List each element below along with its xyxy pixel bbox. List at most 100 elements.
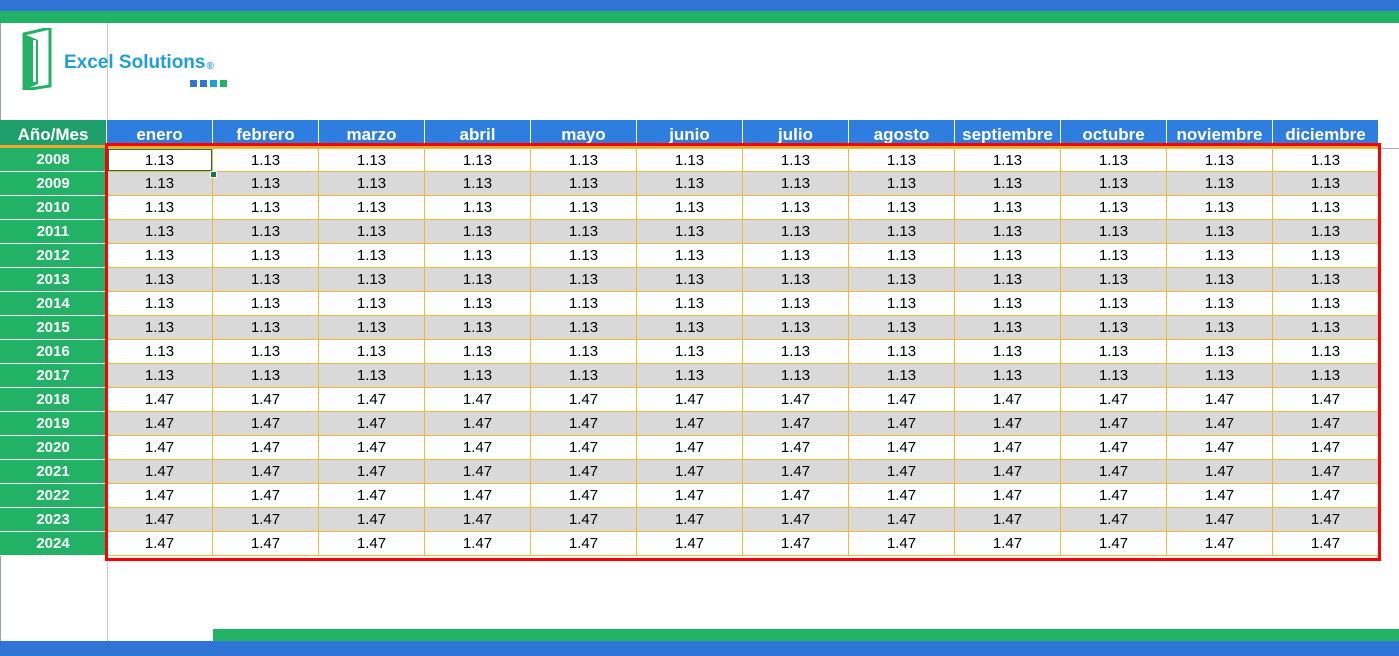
- value-cell[interactable]: 1.47: [107, 460, 213, 484]
- month-header-mayo[interactable]: mayo: [531, 120, 637, 148]
- value-cell[interactable]: 1.13: [955, 364, 1061, 388]
- value-cell[interactable]: 1.47: [213, 388, 319, 412]
- value-cell[interactable]: 1.47: [743, 484, 849, 508]
- value-cell[interactable]: 1.47: [319, 484, 425, 508]
- value-cell[interactable]: 1.13: [319, 268, 425, 292]
- value-cell[interactable]: 1.13: [1061, 148, 1167, 172]
- value-cell[interactable]: 1.13: [743, 292, 849, 316]
- value-cell[interactable]: 1.13: [1061, 268, 1167, 292]
- value-cell[interactable]: 1.13: [531, 196, 637, 220]
- value-cell[interactable]: 1.47: [1061, 388, 1167, 412]
- value-cell[interactable]: 1.47: [743, 532, 849, 556]
- value-cell[interactable]: 1.13: [1273, 316, 1379, 340]
- value-cell[interactable]: 1.13: [213, 268, 319, 292]
- value-cell[interactable]: 1.13: [849, 220, 955, 244]
- value-cell[interactable]: 1.13: [107, 172, 213, 196]
- value-cell[interactable]: 1.13: [849, 172, 955, 196]
- month-header-febrero[interactable]: febrero: [213, 120, 319, 148]
- value-cell[interactable]: 1.47: [531, 412, 637, 436]
- value-cell[interactable]: 1.13: [319, 196, 425, 220]
- value-cell[interactable]: 1.13: [1273, 292, 1379, 316]
- value-cell[interactable]: 1.13: [319, 316, 425, 340]
- value-cell[interactable]: 1.47: [319, 532, 425, 556]
- value-cell[interactable]: 1.13: [743, 316, 849, 340]
- value-cell[interactable]: 1.13: [1061, 196, 1167, 220]
- value-cell[interactable]: 1.13: [1167, 316, 1273, 340]
- value-cell[interactable]: 1.13: [955, 220, 1061, 244]
- value-cell[interactable]: 1.13: [531, 268, 637, 292]
- value-cell[interactable]: 1.47: [1061, 412, 1167, 436]
- value-cell[interactable]: 1.47: [425, 508, 531, 532]
- value-cell[interactable]: 1.47: [849, 484, 955, 508]
- value-cell[interactable]: 1.47: [955, 436, 1061, 460]
- value-cell[interactable]: 1.47: [107, 484, 213, 508]
- value-cell[interactable]: 1.13: [955, 244, 1061, 268]
- value-cell[interactable]: 1.13: [1273, 340, 1379, 364]
- value-cell[interactable]: 1.13: [955, 268, 1061, 292]
- value-cell[interactable]: 1.47: [849, 412, 955, 436]
- value-cell[interactable]: 1.47: [1273, 532, 1379, 556]
- value-cell[interactable]: 1.13: [531, 172, 637, 196]
- value-cell[interactable]: 1.47: [849, 436, 955, 460]
- corner-header[interactable]: Año/Mes: [0, 120, 107, 148]
- value-cell[interactable]: 1.13: [1167, 148, 1273, 172]
- value-cell[interactable]: 1.47: [637, 508, 743, 532]
- value-cell[interactable]: 1.47: [1273, 484, 1379, 508]
- value-cell[interactable]: 1.13: [531, 220, 637, 244]
- value-cell[interactable]: 1.13: [955, 172, 1061, 196]
- month-header-septiembre[interactable]: septiembre: [955, 120, 1061, 148]
- year-cell[interactable]: 2016: [0, 340, 107, 364]
- value-cell[interactable]: 1.47: [213, 436, 319, 460]
- value-cell[interactable]: 1.13: [1273, 364, 1379, 388]
- value-cell[interactable]: 1.13: [213, 292, 319, 316]
- year-cell[interactable]: 2020: [0, 436, 107, 460]
- year-cell[interactable]: 2015: [0, 316, 107, 340]
- value-cell[interactable]: 1.47: [213, 484, 319, 508]
- value-cell[interactable]: 1.13: [955, 340, 1061, 364]
- value-cell[interactable]: 1.47: [743, 508, 849, 532]
- value-cell[interactable]: 1.13: [425, 316, 531, 340]
- value-cell[interactable]: 1.13: [107, 148, 213, 172]
- value-cell[interactable]: 1.47: [637, 388, 743, 412]
- month-header-marzo[interactable]: marzo: [319, 120, 425, 148]
- value-cell[interactable]: 1.13: [1273, 172, 1379, 196]
- value-cell[interactable]: 1.47: [319, 436, 425, 460]
- value-cell[interactable]: 1.13: [213, 148, 319, 172]
- value-cell[interactable]: 1.13: [743, 172, 849, 196]
- value-cell[interactable]: 1.13: [743, 196, 849, 220]
- value-cell[interactable]: 1.13: [637, 316, 743, 340]
- value-cell[interactable]: 1.13: [955, 196, 1061, 220]
- value-cell[interactable]: 1.13: [743, 268, 849, 292]
- value-cell[interactable]: 1.13: [1167, 364, 1273, 388]
- value-cell[interactable]: 1.47: [107, 532, 213, 556]
- year-cell[interactable]: 2010: [0, 196, 107, 220]
- value-cell[interactable]: 1.13: [849, 196, 955, 220]
- value-cell[interactable]: 1.13: [1061, 172, 1167, 196]
- value-cell[interactable]: 1.13: [1061, 244, 1167, 268]
- value-cell[interactable]: 1.13: [213, 196, 319, 220]
- value-cell[interactable]: 1.13: [425, 220, 531, 244]
- month-header-octubre[interactable]: octubre: [1061, 120, 1167, 148]
- value-cell[interactable]: 1.13: [107, 292, 213, 316]
- value-cell[interactable]: 1.13: [1167, 268, 1273, 292]
- value-cell[interactable]: 1.13: [319, 364, 425, 388]
- value-cell[interactable]: 1.13: [213, 172, 319, 196]
- year-cell[interactable]: 2012: [0, 244, 107, 268]
- value-cell[interactable]: 1.13: [425, 244, 531, 268]
- year-cell[interactable]: 2009: [0, 172, 107, 196]
- value-cell[interactable]: 1.13: [743, 220, 849, 244]
- value-cell[interactable]: 1.13: [637, 244, 743, 268]
- value-cell[interactable]: 1.13: [849, 268, 955, 292]
- value-cell[interactable]: 1.47: [107, 412, 213, 436]
- value-cell[interactable]: 1.13: [1061, 220, 1167, 244]
- value-cell[interactable]: 1.47: [531, 532, 637, 556]
- value-cell[interactable]: 1.47: [319, 412, 425, 436]
- month-header-junio[interactable]: junio: [637, 120, 743, 148]
- value-cell[interactable]: 1.13: [637, 196, 743, 220]
- value-cell[interactable]: 1.47: [1167, 460, 1273, 484]
- month-header-diciembre[interactable]: diciembre: [1273, 120, 1379, 148]
- value-cell[interactable]: 1.47: [743, 436, 849, 460]
- value-cell[interactable]: 1.47: [425, 412, 531, 436]
- year-cell[interactable]: 2017: [0, 364, 107, 388]
- value-cell[interactable]: 1.47: [1273, 412, 1379, 436]
